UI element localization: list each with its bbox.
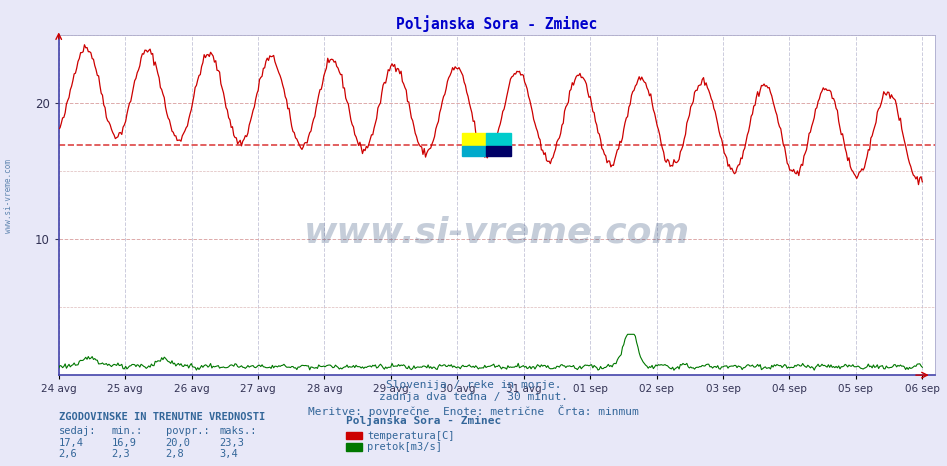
Text: maks.:: maks.: <box>220 426 258 436</box>
Bar <box>462 145 486 156</box>
Text: www.si-vreme.com: www.si-vreme.com <box>4 159 13 233</box>
Bar <box>462 133 486 145</box>
Text: temperatura[C]: temperatura[C] <box>367 431 455 441</box>
Text: Meritve: povprečne  Enote: metrične  Črta: minmum: Meritve: povprečne Enote: metrične Črta:… <box>308 405 639 417</box>
Text: www.si-vreme.com: www.si-vreme.com <box>304 215 689 249</box>
Text: Slovenija / reke in morje.: Slovenija / reke in morje. <box>385 380 562 390</box>
Text: 20,0: 20,0 <box>166 439 190 448</box>
Text: 2,3: 2,3 <box>112 449 131 459</box>
Text: povpr.:: povpr.: <box>166 426 209 436</box>
Bar <box>486 145 510 156</box>
Bar <box>486 133 510 145</box>
Text: ZGODOVINSKE IN TRENUTNE VREDNOSTI: ZGODOVINSKE IN TRENUTNE VREDNOSTI <box>59 412 265 422</box>
Text: 17,4: 17,4 <box>59 439 83 448</box>
Text: 16,9: 16,9 <box>112 439 136 448</box>
Text: 2,8: 2,8 <box>166 449 185 459</box>
Text: pretok[m3/s]: pretok[m3/s] <box>367 442 442 452</box>
Text: min.:: min.: <box>112 426 143 436</box>
Text: 2,6: 2,6 <box>59 449 78 459</box>
Text: sedaj:: sedaj: <box>59 426 97 436</box>
Text: Poljanska Sora - Zminec: Poljanska Sora - Zminec <box>346 415 501 426</box>
Text: 3,4: 3,4 <box>220 449 239 459</box>
Title: Poljanska Sora - Zminec: Poljanska Sora - Zminec <box>396 15 598 33</box>
Text: 23,3: 23,3 <box>220 439 244 448</box>
Text: zadnja dva tedna / 30 minut.: zadnja dva tedna / 30 minut. <box>379 392 568 402</box>
